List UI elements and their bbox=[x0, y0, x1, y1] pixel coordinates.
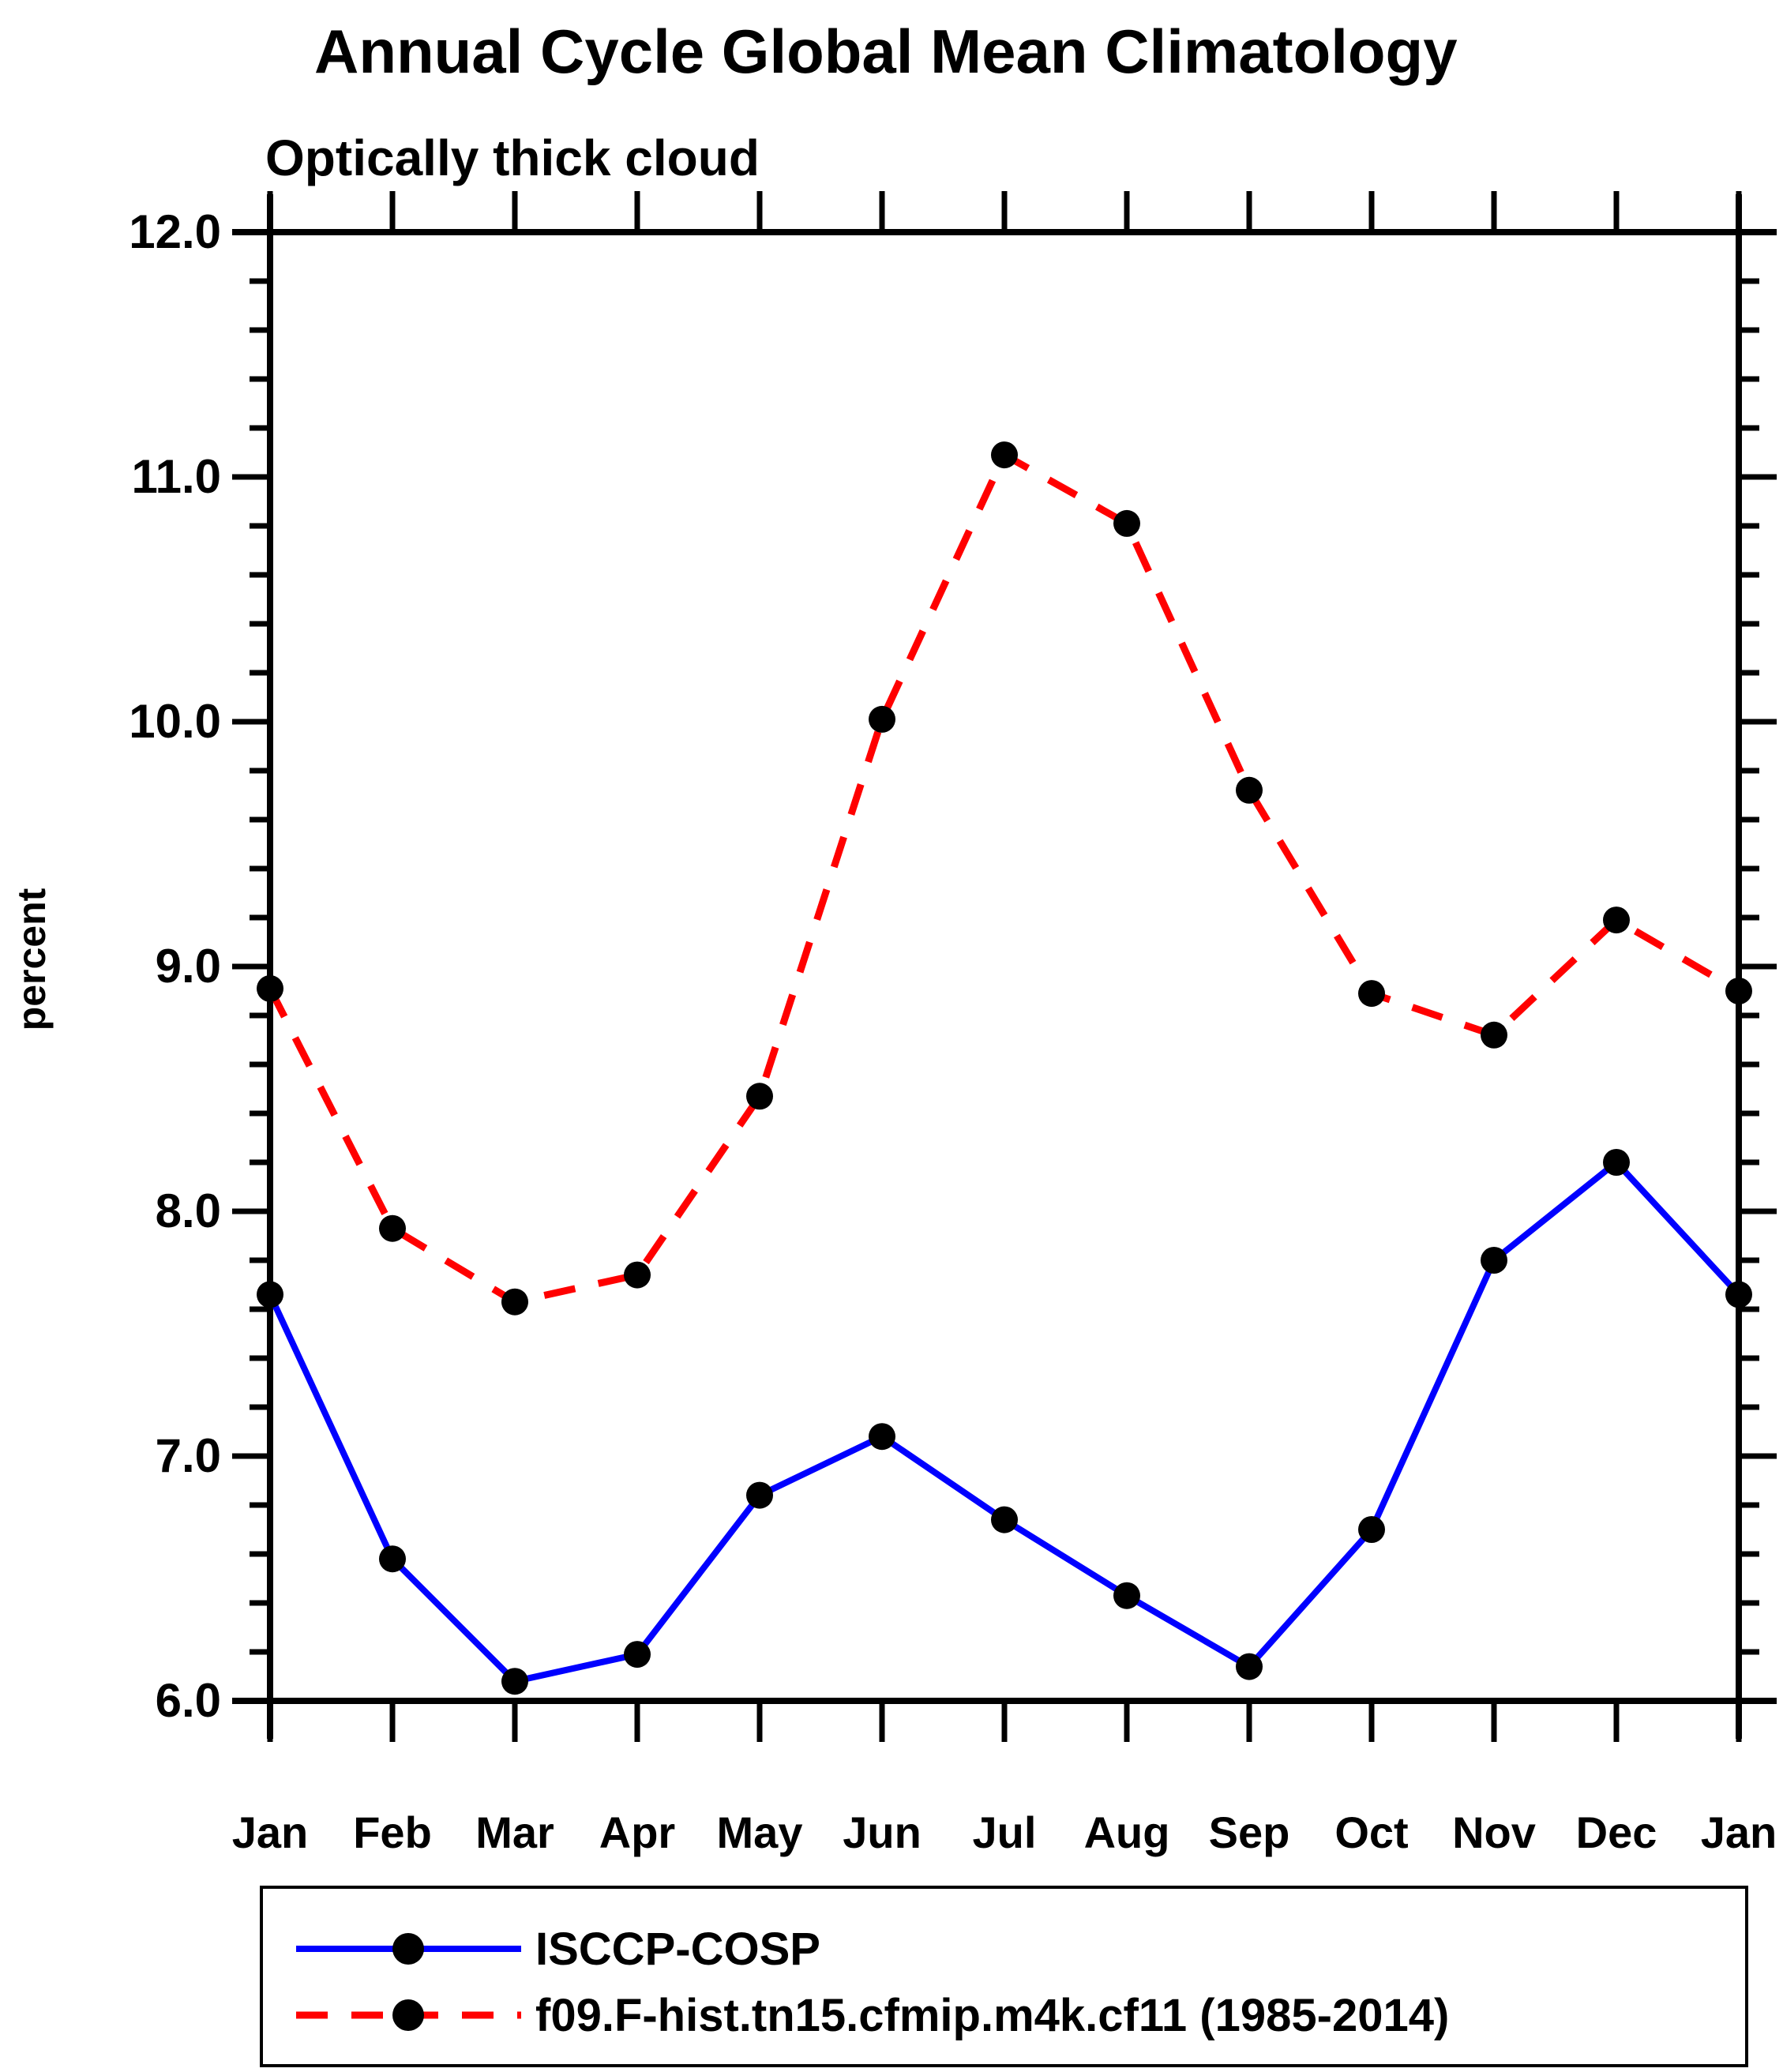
y-axis-label: percent bbox=[9, 888, 54, 1030]
x-tick-label: Sep bbox=[1209, 1807, 1290, 1857]
y-tick-label: 12.0 bbox=[129, 205, 221, 258]
x-tick-label: Feb bbox=[353, 1807, 432, 1857]
x-tick-label: Jan bbox=[232, 1807, 309, 1857]
data-point-marker bbox=[1113, 509, 1140, 537]
x-tick-label: Apr bbox=[599, 1807, 675, 1857]
data-point-marker bbox=[379, 1214, 406, 1242]
data-point-marker bbox=[991, 1506, 1018, 1533]
y-tick-label: 7.0 bbox=[156, 1429, 221, 1482]
data-point-marker bbox=[257, 1281, 283, 1308]
x-tick-label: Nov bbox=[1452, 1807, 1536, 1857]
series-line-solid bbox=[267, 1158, 1741, 1685]
x-tick-label: Jan bbox=[1701, 1807, 1777, 1857]
data-point-marker bbox=[869, 705, 895, 733]
legend-marker bbox=[392, 1999, 424, 2031]
y-tick-label: 6.0 bbox=[156, 1674, 221, 1727]
data-point-marker bbox=[1481, 1247, 1507, 1274]
legend-box bbox=[260, 1886, 1748, 2067]
data-point-marker bbox=[746, 1481, 773, 1509]
x-tick-label: Mar bbox=[475, 1807, 554, 1857]
y-tick-label: 11.0 bbox=[132, 450, 221, 503]
axes-group: 6.0 7.0 8.0 9.0 10.0 11.0 12.0 Jan Feb Mar Apr May J… bbox=[129, 191, 1777, 1857]
data-point-marker bbox=[257, 974, 283, 1002]
data-point-marker bbox=[624, 1641, 651, 1668]
x-tick-label: Aug bbox=[1084, 1807, 1170, 1857]
data-point-marker bbox=[1113, 1582, 1140, 1609]
data-point-marker bbox=[1603, 906, 1630, 934]
legend-item-label: ISCCP-COSP bbox=[535, 1924, 820, 1975]
legend-marker bbox=[392, 1933, 424, 1965]
data-point-marker bbox=[501, 1668, 528, 1695]
chart-subtitle: Optically thick cloud bbox=[265, 130, 760, 186]
x-tick-label: Jun bbox=[843, 1807, 922, 1857]
x-tick-label: Oct bbox=[1334, 1807, 1408, 1857]
x-tick-label: Dec bbox=[1576, 1807, 1657, 1857]
data-point-marker bbox=[501, 1288, 528, 1316]
data-point-marker bbox=[1725, 1281, 1752, 1308]
data-point-marker bbox=[624, 1261, 651, 1289]
data-point-marker bbox=[1603, 1149, 1630, 1176]
data-point-marker bbox=[1358, 980, 1385, 1008]
data-point-marker bbox=[1358, 1516, 1385, 1543]
y-tick-label: 9.0 bbox=[156, 940, 221, 993]
chart-title: Annual Cycle Global Mean Climatology bbox=[314, 17, 1458, 86]
data-point-marker bbox=[1236, 1653, 1263, 1680]
legend-group: ISCCP-COSP f09.F-hist.tn15.cfmip.m4k.cf11… bbox=[260, 1886, 1748, 2067]
x-tick-label: Jul bbox=[973, 1807, 1037, 1857]
data-point-marker bbox=[746, 1083, 773, 1110]
legend-item-label: f09.F-hist.tn15.cfmip.m4k.cf11 (1985-201… bbox=[535, 1990, 1449, 2041]
data-point-marker bbox=[1236, 776, 1263, 804]
series-group bbox=[257, 441, 1752, 1695]
y-tick-label: 10.0 bbox=[129, 695, 221, 748]
data-point-marker bbox=[1725, 978, 1752, 1004]
series-line-dashed bbox=[266, 449, 1741, 1306]
data-point-marker bbox=[991, 441, 1018, 469]
data-point-marker bbox=[869, 1423, 895, 1451]
y-tick-label: 8.0 bbox=[156, 1184, 221, 1237]
data-point-marker bbox=[1481, 1021, 1507, 1049]
x-tick-label: May bbox=[717, 1807, 803, 1857]
data-point-marker bbox=[379, 1545, 406, 1573]
